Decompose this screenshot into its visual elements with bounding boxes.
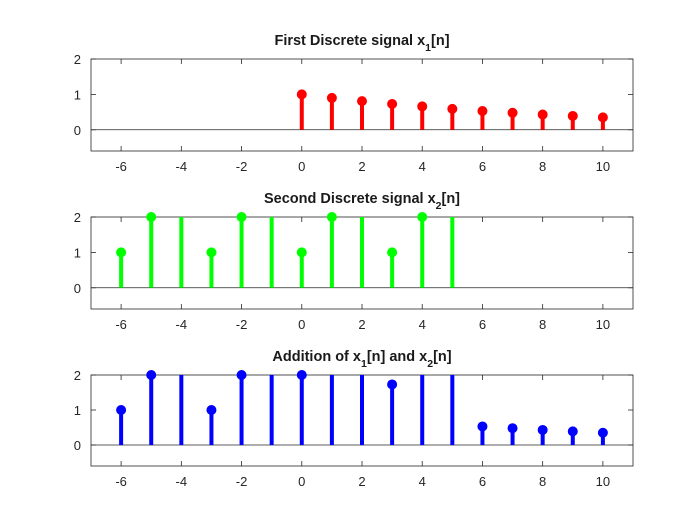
subplot-1: -6 -4 -2 0 2 4 6 8 10 0 1 2 First Discrete signal x1… [74, 33, 634, 174]
stem-marker [296, 370, 307, 380]
x-tick-label: -6 [115, 159, 127, 174]
stem-marker [537, 424, 548, 435]
x-tick-label: 4 [419, 159, 426, 174]
x-tick-label: -4 [176, 317, 188, 332]
y-tick-label: 1 [74, 403, 81, 418]
x-tick-label: 10 [596, 474, 610, 489]
stem-marker [477, 106, 488, 117]
x-tick-label: 6 [479, 474, 486, 489]
stem-marker [236, 212, 247, 222]
x-tick-label: 4 [419, 317, 426, 332]
x-tick-label: -2 [236, 159, 248, 174]
stem-marker [116, 247, 127, 258]
stem-marker [116, 405, 127, 415]
x-tick-label: 6 [479, 159, 486, 174]
x-tick-label: 2 [358, 474, 365, 489]
x-tick-label: 2 [358, 317, 365, 332]
stem-marker [206, 247, 217, 258]
stem-marker [477, 421, 488, 432]
x-tick-label: 10 [596, 317, 610, 332]
stem-marker [597, 112, 608, 123]
x-tick-label: -6 [115, 317, 127, 332]
stem-marker [387, 247, 398, 258]
stem-marker [146, 370, 157, 380]
x-tick-label: -4 [176, 474, 188, 489]
y-tick-label: 2 [74, 52, 81, 67]
x-tick-label: 0 [298, 317, 305, 332]
stem-marker [326, 212, 337, 222]
stem-marker [567, 426, 578, 437]
x-tick-label: -2 [236, 317, 248, 332]
y-tick-label: 0 [74, 438, 81, 453]
x-tick-label: 0 [298, 474, 305, 489]
stem-marker [387, 98, 398, 109]
stem-marker [507, 107, 518, 118]
x-tick-label: 8 [539, 474, 546, 489]
subplot-title: First Discrete signal x1[n] [274, 33, 449, 54]
x-tick-label: 8 [539, 159, 546, 174]
stem-marker [357, 96, 367, 107]
stem-marker [296, 247, 307, 258]
stem-marker [537, 109, 548, 120]
y-tick-label: 2 [74, 368, 81, 383]
stem-marker [236, 370, 247, 380]
stem-marker [447, 103, 458, 114]
x-tick-label: -6 [115, 474, 127, 489]
x-tick-label: -2 [236, 474, 248, 489]
x-tick-label: 2 [358, 159, 365, 174]
stem-marker [206, 405, 217, 415]
y-tick-label: 2 [74, 210, 81, 225]
stem-marker [417, 101, 428, 112]
stem-marker [387, 379, 398, 390]
y-tick-label: 1 [74, 87, 81, 102]
stem-marker [507, 423, 518, 434]
stem-marker [326, 92, 337, 103]
x-tick-label: 8 [539, 317, 546, 332]
stem-marker [417, 212, 428, 222]
x-tick-label: -4 [176, 159, 188, 174]
stem-marker [296, 89, 307, 100]
x-tick-label: 6 [479, 317, 486, 332]
subplot-title: Second Discrete signal x2[n] [264, 191, 460, 212]
y-tick-label: 1 [74, 245, 81, 260]
subplot-2: -6 -4 -2 0 2 4 6 8 10 0 1 2 Second Discrete signal x… [74, 191, 634, 332]
stem-marker [146, 212, 157, 222]
subplot-3: -6 -4 -2 0 2 4 6 8 10 0 1 2 Addition of x1[n] and x2… [74, 349, 634, 489]
y-tick-label: 0 [74, 281, 81, 296]
x-tick-label: 4 [419, 474, 426, 489]
x-tick-label: 0 [298, 159, 305, 174]
x-tick-label: 10 [596, 159, 610, 174]
stem-marker [567, 110, 578, 121]
y-tick-label: 0 [74, 123, 81, 138]
subplot-title: Addition of x1[n] and x2[n] [272, 349, 451, 370]
stem-marker [597, 427, 608, 438]
